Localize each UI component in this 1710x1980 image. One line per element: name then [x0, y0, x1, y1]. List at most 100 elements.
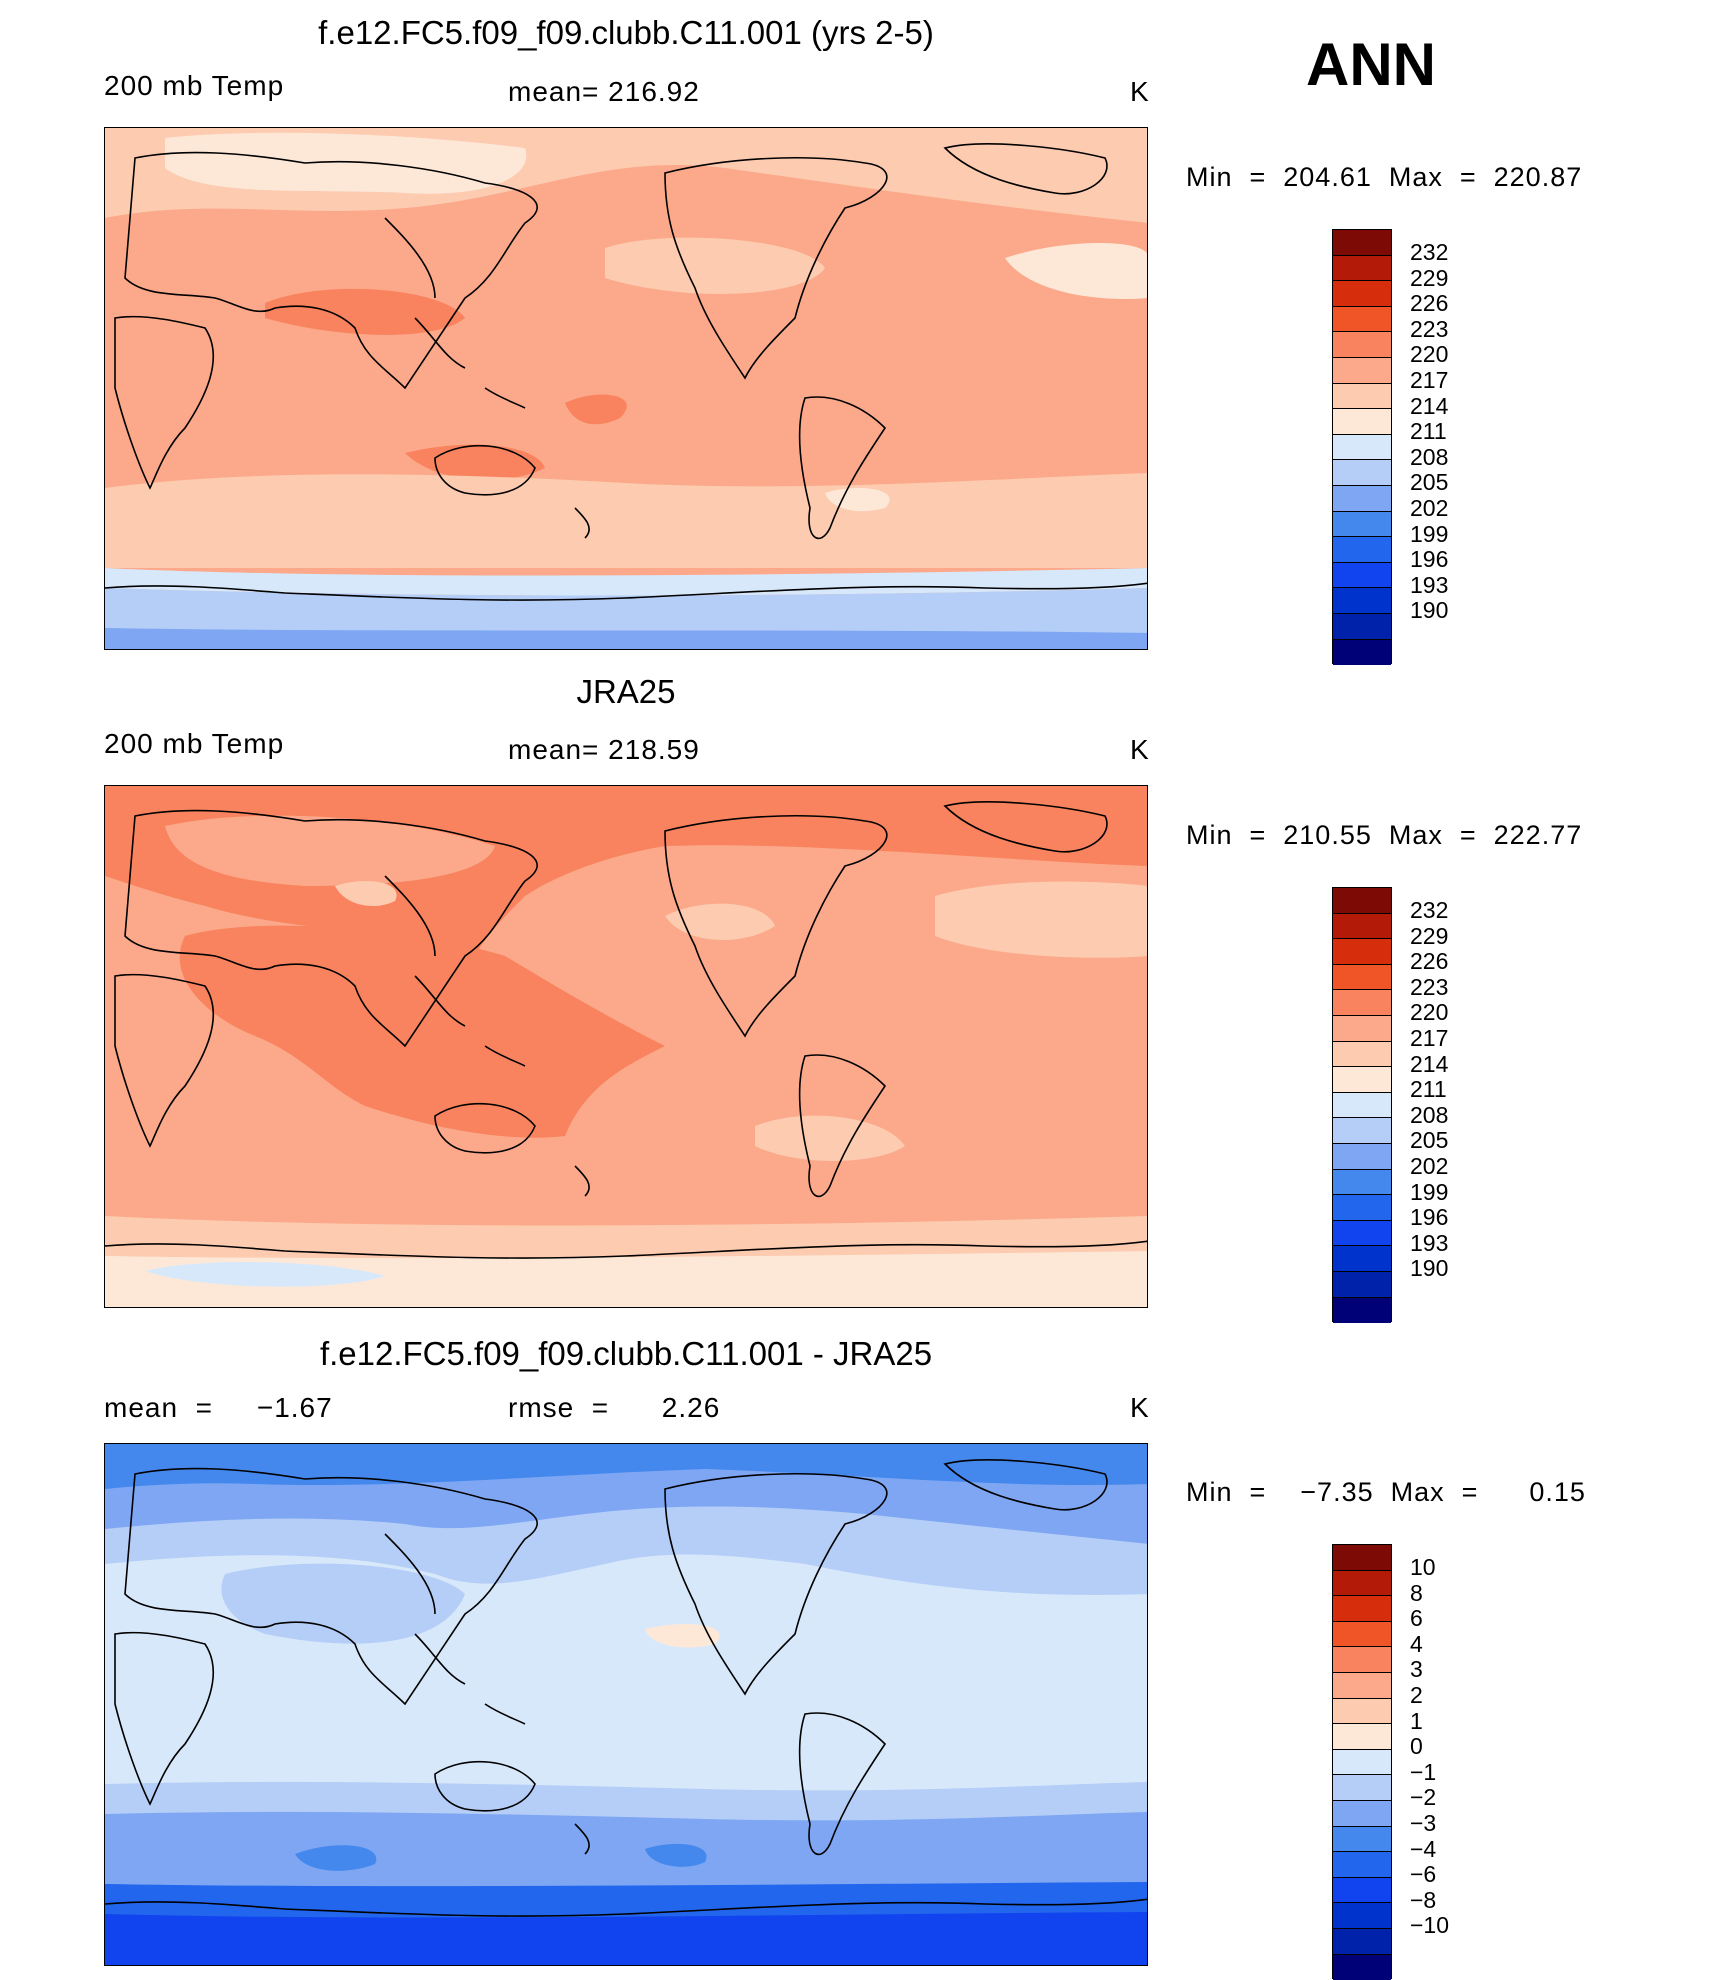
colorbar-swatch [1333, 1170, 1391, 1196]
colorbar-tick-label: 208 [1410, 1103, 1448, 1129]
panel-2-units: K [1130, 734, 1150, 766]
colorbar-swatch [1333, 1545, 1391, 1571]
panel-3-mean-label: mean = −1.67 [104, 1392, 333, 1424]
colorbar-swatch [1333, 1622, 1391, 1648]
colorbar-tick-label: 199 [1410, 1180, 1448, 1206]
colorbar-swatch [1333, 1144, 1391, 1170]
colorbar-swatch [1333, 486, 1391, 512]
colorbar-tick-label: 214 [1410, 394, 1448, 420]
colorbar-tick-label: 10 [1410, 1555, 1449, 1581]
colorbar-swatch [1333, 1093, 1391, 1119]
colorbar-swatch [1333, 512, 1391, 538]
colorbar-tick-label: 232 [1410, 240, 1448, 266]
colorbar-swatch [1333, 435, 1391, 461]
colorbar-swatch [1333, 1699, 1391, 1725]
colorbar-swatch [1333, 1571, 1391, 1597]
panel-2-variable-label: 200 mb Temp [104, 728, 284, 760]
panel-1-title: f.e12.FC5.f09_f09.clubb.C11.001 (yrs 2-5… [318, 14, 934, 52]
colorbar-tick-label: 220 [1410, 342, 1448, 368]
colorbar-swatch [1333, 230, 1391, 256]
colorbar-tick-label: 217 [1410, 1026, 1448, 1052]
colorbar-swatch [1333, 1750, 1391, 1776]
colorbar-tick-label: 190 [1410, 1256, 1448, 1282]
colorbar-swatch [1333, 939, 1391, 965]
colorbar-swatch [1333, 1221, 1391, 1247]
colorbar-tick-label: 232 [1410, 898, 1448, 924]
colorbar-swatch [1333, 990, 1391, 1016]
panel-2-contour-field [105, 786, 1148, 1308]
colorbar-swatch [1333, 281, 1391, 307]
colorbar-swatch [1333, 1118, 1391, 1144]
colorbar-swatch [1333, 1801, 1391, 1827]
colorbar-swatch [1333, 1929, 1391, 1955]
colorbar-swatch [1333, 1903, 1391, 1929]
panel-1-colorbar [1332, 229, 1392, 664]
colorbar-tick-label: −3 [1410, 1811, 1449, 1837]
colorbar-swatch [1333, 1067, 1391, 1093]
colorbar-swatch [1333, 460, 1391, 486]
colorbar-swatch [1333, 563, 1391, 589]
colorbar-tick-label: 223 [1410, 317, 1448, 343]
colorbar-tick-label: 229 [1410, 266, 1448, 292]
colorbar-swatch [1333, 1195, 1391, 1221]
colorbar-swatch [1333, 332, 1391, 358]
colorbar-tick-label: 193 [1410, 1231, 1448, 1257]
colorbar-tick-label: −2 [1410, 1785, 1449, 1811]
panel-1-contour-field [105, 128, 1148, 650]
panel-2-map [104, 785, 1148, 1308]
colorbar-swatch [1333, 914, 1391, 940]
panel-3-map [104, 1443, 1148, 1966]
colorbar-tick-label: 226 [1410, 291, 1448, 317]
colorbar-tick-label: 220 [1410, 1000, 1448, 1026]
colorbar-tick-label: 217 [1410, 368, 1448, 394]
colorbar-swatch [1333, 358, 1391, 384]
panel-3-contour-field [105, 1444, 1148, 1966]
colorbar-swatch [1333, 1042, 1391, 1068]
colorbar-swatch [1333, 1016, 1391, 1042]
colorbar-tick-label: 214 [1410, 1052, 1448, 1078]
colorbar-swatch [1333, 256, 1391, 282]
panel-3-units: K [1130, 1392, 1150, 1424]
colorbar-tick-label: 0 [1410, 1734, 1449, 1760]
colorbar-tick-label: 208 [1410, 445, 1448, 471]
colorbar-tick-label: 202 [1410, 1154, 1448, 1180]
colorbar-swatch [1333, 1878, 1391, 1904]
panel-2-min-max: Min = 210.55 Max = 222.77 [1186, 820, 1582, 851]
panel-2-mean-label: mean= 218.59 [508, 734, 700, 766]
colorbar-swatch [1333, 1673, 1391, 1699]
colorbar-swatch [1333, 1775, 1391, 1801]
colorbar-swatch [1333, 1298, 1391, 1324]
colorbar-tick-label: 196 [1410, 547, 1448, 573]
panel-2-colorbar [1332, 887, 1392, 1322]
panel-3-title: f.e12.FC5.f09_f09.clubb.C11.001 - JRA25 [320, 1335, 932, 1373]
colorbar-tick-label: −6 [1410, 1862, 1449, 1888]
colorbar-tick-label: 193 [1410, 573, 1448, 599]
colorbar-swatch [1333, 1272, 1391, 1298]
colorbar-tick-label: 3 [1410, 1657, 1449, 1683]
panel-3-min-max: Min = −7.35 Max = 0.15 [1186, 1477, 1586, 1508]
colorbar-tick-label: 8 [1410, 1581, 1449, 1607]
panel-1-mean-label: mean= 216.92 [508, 76, 700, 108]
colorbar-tick-label: 2 [1410, 1683, 1449, 1709]
colorbar-tick-label: −1 [1410, 1760, 1449, 1786]
colorbar-swatch [1333, 1647, 1391, 1673]
colorbar-tick-label: 202 [1410, 496, 1448, 522]
colorbar-tick-label: 6 [1410, 1606, 1449, 1632]
colorbar-tick-label: 226 [1410, 949, 1448, 975]
colorbar-tick-label: −4 [1410, 1837, 1449, 1863]
colorbar-swatch [1333, 1246, 1391, 1272]
colorbar-swatch [1333, 965, 1391, 991]
colorbar-tick-label: 205 [1410, 1128, 1448, 1154]
colorbar-tick-label: −10 [1410, 1913, 1449, 1939]
colorbar-tick-label: 205 [1410, 470, 1448, 496]
colorbar-swatch [1333, 888, 1391, 914]
panel-3-rmse-label: rmse = 2.26 [508, 1392, 720, 1424]
colorbar-swatch [1333, 409, 1391, 435]
panel-3-colorbar [1332, 1544, 1392, 1979]
colorbar-swatch [1333, 537, 1391, 563]
colorbar-swatch [1333, 1596, 1391, 1622]
colorbar-swatch [1333, 1955, 1391, 1980]
